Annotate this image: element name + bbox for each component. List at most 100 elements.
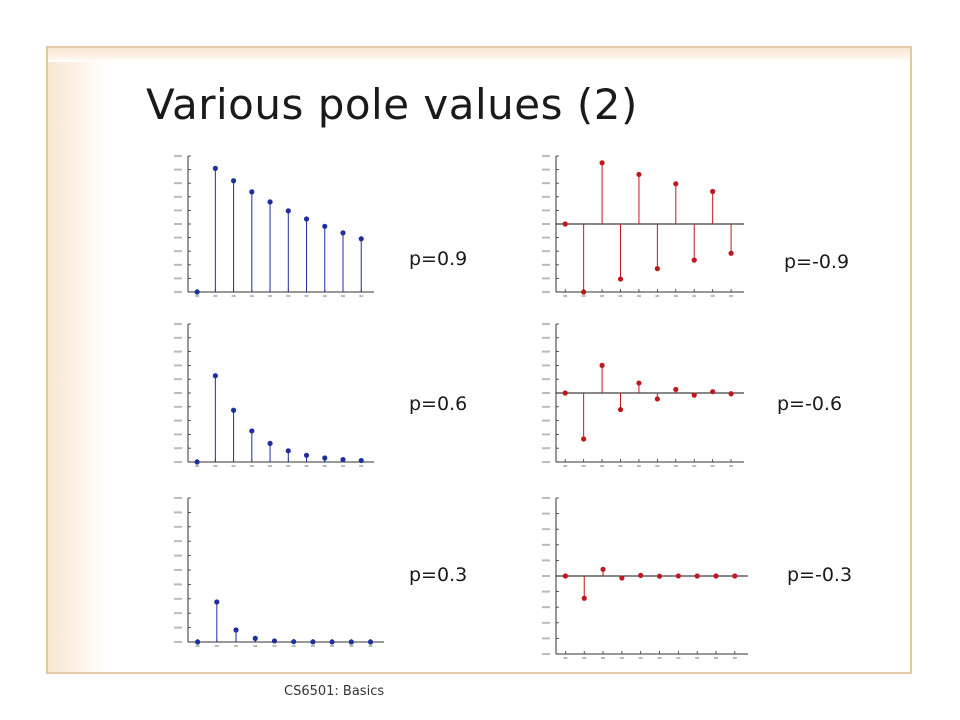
x-tick-label bbox=[195, 295, 200, 297]
y-tick-label bbox=[174, 497, 182, 499]
x-tick-label bbox=[304, 465, 309, 467]
x-tick-label bbox=[601, 657, 606, 659]
stem-marker bbox=[581, 595, 587, 601]
x-tick-label bbox=[322, 465, 327, 467]
stem-marker bbox=[285, 448, 291, 454]
stem-marker bbox=[249, 189, 255, 195]
y-tick-label bbox=[174, 182, 182, 185]
stem-marker bbox=[194, 289, 200, 295]
x-tick-label bbox=[234, 645, 239, 647]
y-tick-label bbox=[542, 155, 550, 157]
y-tick-label bbox=[174, 263, 182, 266]
x-tick-label bbox=[710, 465, 715, 467]
x-tick-label bbox=[636, 295, 641, 297]
stem-marker bbox=[358, 457, 364, 464]
y-tick-label bbox=[174, 236, 182, 239]
y-tick-label bbox=[542, 543, 550, 546]
x-tick-label bbox=[214, 645, 219, 647]
y-tick-label bbox=[174, 155, 182, 157]
x-tick-label bbox=[563, 295, 568, 297]
x-tick-label bbox=[563, 465, 568, 467]
label-p-minus-0.6: p=-0.6 bbox=[777, 393, 843, 415]
y-tick-label bbox=[542, 559, 550, 562]
x-tick-label bbox=[359, 295, 364, 297]
stem-plot-p-minus-0.9 bbox=[542, 155, 744, 297]
stem-marker bbox=[600, 566, 606, 572]
y-tick-label bbox=[542, 461, 550, 463]
x-tick-label bbox=[692, 295, 697, 297]
x-tick-label bbox=[268, 465, 273, 467]
x-tick-label bbox=[636, 465, 641, 467]
stem-marker bbox=[691, 392, 697, 398]
x-tick-label bbox=[729, 465, 734, 467]
y-tick-label bbox=[174, 223, 182, 225]
x-tick-label bbox=[286, 465, 291, 467]
y-tick-label bbox=[174, 540, 182, 543]
y-tick-label bbox=[174, 612, 182, 615]
y-tick-label bbox=[174, 569, 182, 571]
stem-marker bbox=[710, 389, 716, 395]
x-tick-label bbox=[231, 295, 236, 297]
stem-marker bbox=[230, 407, 237, 413]
x-tick-label bbox=[581, 465, 586, 467]
y-tick-label bbox=[174, 641, 182, 643]
stem-marker bbox=[367, 639, 374, 645]
stem-marker bbox=[581, 289, 587, 295]
stem-marker bbox=[562, 573, 569, 579]
x-tick-label bbox=[272, 645, 277, 647]
x-tick-label bbox=[322, 295, 327, 297]
x-tick-label bbox=[286, 295, 291, 297]
stem-plot-p-0.3 bbox=[174, 497, 384, 647]
y-tick-label bbox=[542, 364, 550, 367]
y-tick-label bbox=[174, 209, 182, 212]
stem-marker bbox=[249, 428, 255, 434]
x-tick-label bbox=[310, 645, 315, 647]
stem-marker bbox=[599, 160, 605, 166]
stem-marker bbox=[267, 440, 273, 446]
y-tick-label bbox=[542, 419, 550, 422]
slide-fade-top bbox=[48, 48, 910, 62]
y-tick-label bbox=[174, 626, 182, 629]
stem-marker bbox=[348, 639, 354, 645]
stem-marker bbox=[322, 223, 328, 229]
y-tick-label bbox=[174, 405, 182, 408]
stem-plot-p-0.6 bbox=[174, 323, 374, 467]
x-tick-label bbox=[600, 465, 605, 467]
y-tick-label bbox=[542, 497, 550, 499]
stem-marker bbox=[285, 208, 291, 214]
stem-marker bbox=[710, 188, 716, 195]
stem-marker bbox=[617, 276, 624, 282]
y-tick-label bbox=[542, 250, 550, 253]
y-tick-label bbox=[174, 419, 182, 422]
label-p-minus-0.9: p=-0.9 bbox=[784, 251, 850, 273]
y-tick-label bbox=[542, 182, 550, 185]
stem-marker bbox=[252, 635, 258, 641]
stem-marker bbox=[322, 455, 328, 461]
stem-marker bbox=[214, 599, 220, 605]
y-tick-label bbox=[174, 323, 182, 325]
x-tick-label bbox=[729, 295, 734, 297]
label-p-0.3: p=0.3 bbox=[409, 564, 468, 586]
y-tick-label bbox=[174, 554, 182, 557]
stem-marker bbox=[267, 199, 273, 205]
stem-marker bbox=[233, 627, 239, 633]
x-tick-label bbox=[304, 295, 309, 297]
y-tick-label bbox=[174, 168, 182, 171]
stem-plot-p-minus-0.3 bbox=[542, 497, 748, 659]
x-tick-label bbox=[638, 657, 643, 659]
y-tick-label bbox=[174, 447, 182, 450]
stem-marker bbox=[675, 573, 681, 579]
y-tick-label bbox=[174, 583, 182, 586]
x-tick-label bbox=[213, 295, 218, 297]
stem-marker bbox=[303, 216, 310, 222]
y-tick-label bbox=[542, 575, 550, 577]
x-tick-label bbox=[581, 295, 586, 297]
stem-marker bbox=[303, 452, 310, 458]
x-tick-label bbox=[655, 465, 660, 467]
x-tick-label bbox=[253, 645, 258, 647]
stem-marker bbox=[617, 406, 624, 413]
x-tick-label bbox=[330, 645, 335, 647]
x-tick-label bbox=[249, 295, 254, 297]
y-tick-label bbox=[542, 263, 550, 266]
x-tick-label bbox=[349, 645, 354, 647]
